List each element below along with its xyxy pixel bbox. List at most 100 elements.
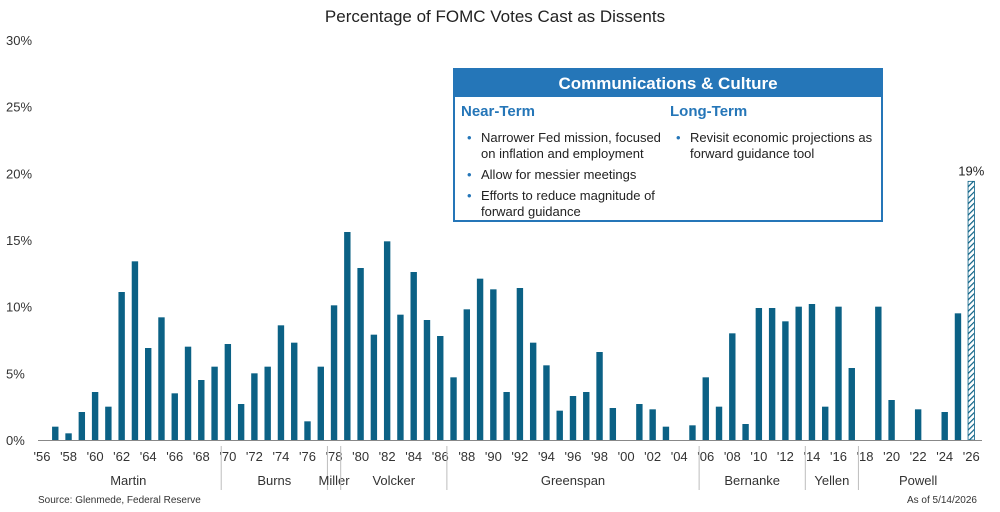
bar bbox=[556, 410, 563, 440]
y-tick-label: 25% bbox=[6, 100, 32, 115]
bar bbox=[609, 408, 617, 440]
bar bbox=[330, 305, 338, 440]
era-label: Miller bbox=[319, 473, 351, 488]
x-tick-label: '96 bbox=[565, 449, 582, 464]
bar bbox=[808, 304, 816, 440]
bar bbox=[875, 306, 882, 440]
x-tick-label: '14 bbox=[803, 449, 820, 464]
x-tick-label: '98 bbox=[591, 449, 608, 464]
x-axis: '56 '58 '60 '62 '64 '66 '68 '70 '72 '74 '76 '78 '80 '… bbox=[34, 449, 980, 464]
x-tick-label: '04 bbox=[671, 449, 688, 464]
bar bbox=[755, 308, 763, 440]
bar bbox=[848, 368, 855, 440]
x-tick-label: '82 bbox=[379, 449, 396, 464]
era-label: Burns bbox=[257, 473, 291, 488]
bar bbox=[437, 336, 444, 440]
era-label: Volcker bbox=[372, 473, 415, 488]
bar bbox=[65, 433, 72, 440]
bar bbox=[344, 232, 351, 440]
bar bbox=[397, 314, 404, 440]
bar bbox=[450, 377, 457, 440]
bar bbox=[251, 373, 258, 440]
bar bbox=[277, 325, 285, 440]
bar bbox=[264, 366, 271, 440]
bar bbox=[304, 421, 311, 440]
info-box-title: Communications & Culture bbox=[455, 70, 881, 97]
x-tick-label: '16 bbox=[830, 449, 847, 464]
bar bbox=[463, 309, 470, 440]
bar bbox=[543, 365, 550, 440]
bar bbox=[171, 393, 178, 440]
bar bbox=[423, 320, 431, 440]
x-tick-label: '72 bbox=[246, 449, 263, 464]
bar bbox=[211, 366, 218, 440]
bar bbox=[662, 426, 670, 440]
chair-eras: Martin Burns Miller Volcker Greenspan Bernank… bbox=[110, 446, 937, 490]
x-tick-label: '62 bbox=[113, 449, 130, 464]
x-tick-label: '20 bbox=[883, 449, 900, 464]
bar bbox=[689, 425, 696, 440]
bar bbox=[291, 342, 298, 440]
x-tick-label: '92 bbox=[511, 449, 528, 464]
x-tick-label: '18 bbox=[857, 449, 874, 464]
era-label: Martin bbox=[110, 473, 146, 488]
bar bbox=[357, 268, 364, 440]
x-tick-label: '88 bbox=[458, 449, 475, 464]
bar bbox=[145, 348, 152, 440]
x-tick-label: '76 bbox=[299, 449, 316, 464]
bar bbox=[184, 346, 192, 440]
bar bbox=[198, 380, 205, 440]
x-tick-label: '64 bbox=[140, 449, 157, 464]
bar bbox=[715, 406, 723, 440]
x-tick-label: '00 bbox=[618, 449, 635, 464]
near-term-heading: Near-Term bbox=[461, 103, 535, 120]
info-box: Communications & Culture Near-Term Narro… bbox=[453, 68, 883, 222]
long-term-heading: Long-Term bbox=[670, 103, 748, 120]
bar bbox=[410, 272, 417, 440]
x-tick-label: '86 bbox=[432, 449, 449, 464]
bars: 19% bbox=[52, 163, 985, 441]
era-label: Powell bbox=[899, 473, 937, 488]
bar bbox=[835, 306, 842, 440]
x-tick-label: '12 bbox=[777, 449, 794, 464]
bar bbox=[224, 344, 232, 440]
x-tick-label: '80 bbox=[352, 449, 369, 464]
as-of-note: As of 5/14/2026 bbox=[907, 495, 977, 506]
x-tick-label: '60 bbox=[87, 449, 104, 464]
x-tick-label: '02 bbox=[644, 449, 661, 464]
long-term-column: Long-Term Revisit economic projections a… bbox=[666, 103, 875, 225]
bar bbox=[516, 288, 524, 440]
bar bbox=[78, 412, 86, 440]
x-tick-label: '70 bbox=[219, 449, 236, 464]
bar bbox=[158, 317, 165, 440]
x-tick-label: '94 bbox=[538, 449, 555, 464]
bar bbox=[583, 392, 590, 440]
highlight-bar bbox=[967, 180, 975, 441]
bar bbox=[742, 424, 749, 440]
bar bbox=[941, 412, 948, 440]
x-tick-label: '22 bbox=[910, 449, 927, 464]
x-tick-label: '24 bbox=[936, 449, 953, 464]
bar bbox=[768, 308, 776, 440]
bar bbox=[52, 426, 59, 440]
bar bbox=[795, 306, 802, 440]
y-axis: 0% 5% 10% 15% 20% 25% 30% bbox=[6, 33, 32, 448]
bar bbox=[118, 292, 125, 440]
bar bbox=[383, 241, 391, 440]
bar bbox=[954, 313, 962, 440]
era-label: Bernanke bbox=[724, 473, 780, 488]
era-label: Greenspan bbox=[541, 473, 605, 488]
bar bbox=[782, 321, 789, 440]
y-tick-label: 20% bbox=[6, 166, 32, 181]
near-term-bullet: Allow for messier meetings bbox=[461, 167, 666, 183]
x-tick-label: '58 bbox=[60, 449, 77, 464]
y-tick-label: 30% bbox=[6, 33, 32, 48]
bar bbox=[131, 261, 139, 440]
y-tick-label: 15% bbox=[6, 233, 32, 248]
bar bbox=[702, 377, 709, 440]
bar bbox=[476, 278, 484, 440]
